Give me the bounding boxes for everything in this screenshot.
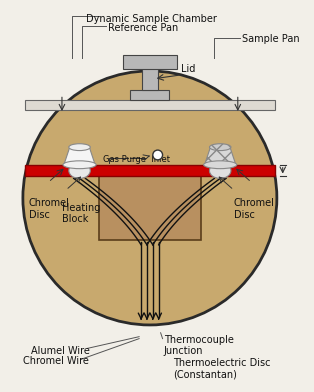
Bar bbox=[142, 67, 158, 91]
Bar bbox=[99, 176, 201, 240]
Text: Alumel Wire: Alumel Wire bbox=[31, 347, 89, 356]
Text: Dynamic Sample Chamber: Dynamic Sample Chamber bbox=[86, 14, 217, 24]
Bar bbox=[25, 100, 275, 110]
Polygon shape bbox=[205, 147, 236, 165]
Ellipse shape bbox=[63, 161, 96, 169]
Ellipse shape bbox=[209, 163, 231, 178]
Bar bbox=[122, 55, 177, 69]
Text: Chromel Wire: Chromel Wire bbox=[23, 356, 89, 366]
Text: Reference Pan: Reference Pan bbox=[108, 23, 178, 33]
Text: Heating
Block: Heating Block bbox=[62, 203, 100, 224]
Polygon shape bbox=[64, 147, 95, 165]
Text: Lid: Lid bbox=[181, 64, 196, 74]
Text: Thermocouple
Junction: Thermocouple Junction bbox=[164, 335, 233, 356]
Text: Gas Purge  Inlet: Gas Purge Inlet bbox=[103, 155, 170, 164]
Bar bbox=[25, 165, 275, 176]
Ellipse shape bbox=[69, 163, 90, 178]
Bar bbox=[130, 91, 170, 100]
Text: Thermoelectric Disc
(Constantan): Thermoelectric Disc (Constantan) bbox=[173, 358, 271, 380]
Ellipse shape bbox=[203, 161, 237, 169]
Text: Chromel
Disc: Chromel Disc bbox=[234, 198, 275, 220]
Circle shape bbox=[153, 150, 163, 160]
Text: Chromel
Disc: Chromel Disc bbox=[29, 198, 70, 220]
Ellipse shape bbox=[69, 144, 90, 151]
Ellipse shape bbox=[209, 144, 231, 151]
Text: Sample Pan: Sample Pan bbox=[242, 34, 299, 44]
Circle shape bbox=[23, 71, 277, 325]
